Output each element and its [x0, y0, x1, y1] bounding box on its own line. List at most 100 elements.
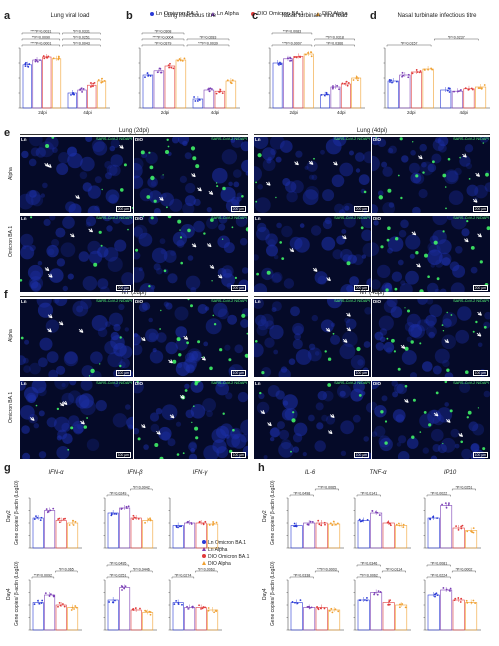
panel-f-tile-channel: SARS-CoV-2 N/DAPI — [453, 381, 489, 385]
panel-a-letter: a — [4, 10, 11, 22]
plot-g-point — [37, 599, 39, 602]
panel-a-title: Lung viral load — [50, 13, 90, 19]
plot-d-point — [453, 90, 455, 93]
plot-g-point — [113, 512, 116, 515]
plot-a-point — [79, 88, 82, 91]
plot-g-point — [134, 607, 137, 610]
plot-h-point — [306, 605, 309, 608]
plot-h-point — [387, 603, 389, 606]
plot-d-bar — [422, 68, 434, 109]
plot-g-point — [75, 606, 78, 609]
plot-h-point — [466, 601, 469, 604]
plot-d-point — [431, 68, 434, 71]
plot-g-point — [44, 592, 47, 595]
plot-g-point — [191, 606, 194, 609]
plot-a-bracket — [62, 32, 101, 35]
legend-ln-omicron: Ln Omicron BA.1 — [150, 11, 199, 17]
plot-b-bracket — [141, 32, 185, 35]
plot-a-point — [24, 65, 27, 67]
plot-h-point — [457, 597, 460, 599]
plot-g-point — [215, 610, 218, 613]
plot-h-point — [447, 504, 450, 506]
plot-g-bar — [44, 594, 56, 631]
panel-f-scale-bar: 100 µm — [353, 370, 369, 376]
plot-h-point — [460, 597, 463, 600]
plot-a-stat-label: *P=0.0043 — [73, 41, 90, 45]
plot-h-point — [296, 602, 299, 605]
plot-g-point — [177, 601, 180, 604]
plot-h-point — [442, 587, 445, 589]
plot-h-point — [429, 517, 431, 520]
plot-h-bar — [427, 517, 440, 549]
plot-c-bracket — [314, 44, 355, 47]
plot-g-bar — [195, 522, 207, 549]
plot-d-xtick-label: 2dpi — [407, 110, 416, 115]
plot-c-bar — [293, 56, 304, 109]
plot-h-bar — [395, 525, 408, 549]
plot-h-point — [465, 599, 468, 602]
plot-h-point — [460, 527, 463, 530]
panel-e-tile-channel: SARS-CoV-2 N/DAPI — [96, 216, 132, 220]
plot-h-stat-label: *P=0.0346 — [360, 561, 377, 565]
plot-h-point — [472, 599, 475, 602]
panel-f-scale-bar: 100 µm — [472, 452, 488, 458]
plot-h-bar — [382, 602, 395, 631]
plot-d-bracket — [386, 44, 432, 47]
panel-f-tile-tag: DIO — [135, 381, 144, 386]
panel-e-tile: Ln SARS-CoV-2 N/DAPI 200 µm — [254, 137, 371, 213]
plot-c-point — [341, 82, 344, 85]
plot-b-point — [169, 62, 171, 65]
panel-e-tile-channel: SARS-CoV-2 N/DAPI — [211, 137, 247, 141]
panel-e-letter: e — [4, 127, 11, 139]
g-col-3: IFN-γ — [192, 470, 208, 476]
plot-g-bar — [130, 609, 142, 631]
plot-g-point — [125, 505, 128, 508]
plot-g-bracket — [55, 570, 78, 573]
plot-c-point — [355, 77, 358, 80]
plot-c-point — [346, 84, 349, 87]
panel-f-scale-bar: 100 µm — [353, 452, 369, 458]
plot-a-point — [34, 60, 37, 63]
plot-g-point — [149, 517, 151, 520]
plot-a-point — [58, 55, 60, 58]
plot-d-bar — [410, 71, 422, 109]
plot-c-point — [289, 60, 291, 62]
plot-d-bar — [387, 80, 399, 109]
plot-g-bar — [67, 607, 79, 631]
panel-f-tile-channel: SARS-CoV-2 N/DAPI — [211, 381, 247, 385]
plot-h-point — [334, 608, 337, 611]
plot-a-point — [89, 82, 92, 84]
plot-g-point — [73, 608, 75, 610]
plot-g-stat-label: *P=0.0249 — [109, 491, 126, 495]
panel-e-scale-bar: 200 µm — [230, 285, 246, 291]
plot-h-bracket — [315, 488, 339, 491]
plot-h-point — [307, 523, 310, 526]
panel-e-tile-channel: SARS-CoV-2 N/DAPI — [453, 216, 489, 220]
plots-gh: *P=0.0249 *P=0.0042 *P=0.0498 **P=0.0065 *P=… — [28, 485, 481, 631]
panel-f-tile-tag: Ln — [255, 299, 261, 304]
plot-d-xtick-label: 4dpi — [459, 110, 468, 115]
plot-g-point — [213, 611, 216, 614]
plot-d-bracket — [434, 38, 479, 41]
gh-legend: Ln Omicron BA.1 Ln Alpha DIO Omicron BA.… — [202, 540, 272, 568]
plot-h-point — [337, 610, 340, 613]
plot-b-point — [196, 100, 199, 102]
plot-g-point — [132, 608, 135, 610]
plot-h-bracket — [289, 576, 314, 579]
plot-h-point — [402, 523, 405, 526]
plot-g-point — [115, 513, 118, 515]
panel-e-group-1: Lung (2dpi) — [20, 128, 248, 135]
plot-b-point — [215, 92, 218, 95]
plot-d-point — [391, 81, 393, 84]
plot-b-point — [219, 88, 222, 91]
plot-h-point — [317, 607, 319, 610]
plot-c-point — [325, 91, 328, 94]
plot-g-point — [198, 521, 201, 524]
panel-e-tile-channel: SARS-CoV-2 N/DAPI — [334, 216, 370, 220]
plot-g-bar — [207, 523, 219, 549]
plot-h-point — [378, 514, 381, 516]
plot-g-point — [33, 518, 36, 520]
plot-g-point — [139, 607, 141, 610]
plot-g-stat-label: *P=0.0042 — [133, 485, 150, 489]
plot-d-bar — [451, 90, 463, 109]
